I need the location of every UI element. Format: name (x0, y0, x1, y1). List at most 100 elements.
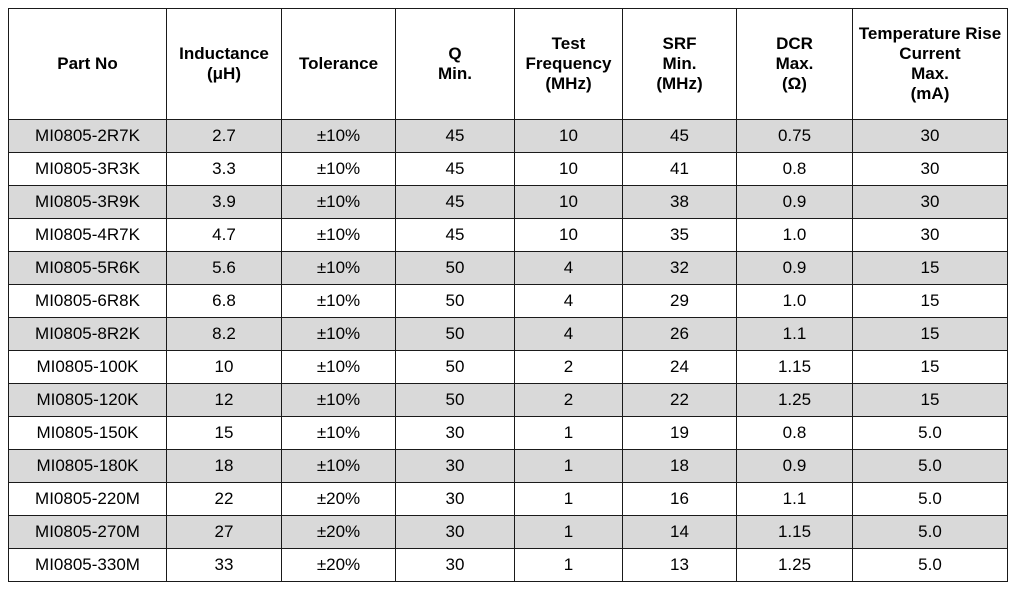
cell-q-min: 50 (395, 251, 515, 285)
cell-test-frequency: 1 (514, 515, 623, 549)
cell-tolerance: ±10% (281, 350, 396, 384)
header-text: Temperature Rise (858, 24, 1002, 43)
cell-dcr-max: 1.1 (736, 482, 853, 516)
cell-q-min: 45 (395, 218, 515, 252)
cell-tolerance: ±10% (281, 449, 396, 483)
cell-srf-min: 38 (622, 185, 737, 219)
header-text: (μH) (207, 64, 241, 83)
table-row: MI0805-2R7K 2.7 ±10% 45 10 45 0.75 30 (8, 119, 1008, 153)
header-text: (MHz) (545, 74, 592, 93)
cell-temp-rise-current: 15 (852, 350, 1008, 384)
header-part-no: Part No (8, 8, 167, 120)
cell-srf-min: 19 (622, 416, 737, 450)
header-dcr-max: DCR Max. (Ω) (736, 8, 853, 120)
cell-srf-min: 18 (622, 449, 737, 483)
cell-temp-rise-current: 30 (852, 119, 1008, 153)
cell-q-min: 45 (395, 119, 515, 153)
cell-srf-min: 32 (622, 251, 737, 285)
cell-part-no: MI0805-3R9K (8, 185, 167, 219)
table-row: MI0805-150K 15 ±10% 30 1 19 0.8 5.0 (8, 416, 1008, 450)
cell-part-no: MI0805-330M (8, 548, 167, 582)
cell-temp-rise-current: 30 (852, 185, 1008, 219)
cell-q-min: 45 (395, 185, 515, 219)
cell-inductance: 6.8 (166, 284, 282, 318)
cell-q-min: 30 (395, 482, 515, 516)
cell-test-frequency: 4 (514, 317, 623, 351)
cell-part-no: MI0805-8R2K (8, 317, 167, 351)
cell-inductance: 15 (166, 416, 282, 450)
cell-srf-min: 41 (622, 152, 737, 186)
cell-q-min: 45 (395, 152, 515, 186)
cell-test-frequency: 1 (514, 548, 623, 582)
cell-tolerance: ±10% (281, 416, 396, 450)
header-inductance: Inductance (μH) (166, 8, 282, 120)
cell-tolerance: ±20% (281, 548, 396, 582)
cell-inductance: 3.3 (166, 152, 282, 186)
cell-dcr-max: 0.75 (736, 119, 853, 153)
header-text: (MHz) (656, 74, 703, 93)
cell-dcr-max: 1.1 (736, 317, 853, 351)
cell-part-no: MI0805-150K (8, 416, 167, 450)
cell-inductance: 33 (166, 548, 282, 582)
header-q-min: Q Min. (395, 8, 515, 120)
cell-test-frequency: 4 (514, 251, 623, 285)
cell-tolerance: ±10% (281, 317, 396, 351)
cell-q-min: 50 (395, 350, 515, 384)
header-text: Max. (911, 64, 949, 83)
cell-tolerance: ±20% (281, 515, 396, 549)
cell-temp-rise-current: 5.0 (852, 416, 1008, 450)
cell-dcr-max: 0.8 (736, 152, 853, 186)
cell-temp-rise-current: 30 (852, 218, 1008, 252)
cell-temp-rise-current: 5.0 (852, 449, 1008, 483)
cell-q-min: 30 (395, 449, 515, 483)
cell-srf-min: 22 (622, 383, 737, 417)
header-text: Q (448, 44, 462, 63)
cell-temp-rise-current: 15 (852, 251, 1008, 285)
header-srf-min: SRF Min. (MHz) (622, 8, 737, 120)
cell-q-min: 50 (395, 317, 515, 351)
cell-tolerance: ±10% (281, 185, 396, 219)
cell-dcr-max: 0.9 (736, 449, 853, 483)
cell-tolerance: ±10% (281, 251, 396, 285)
cell-tolerance: ±10% (281, 284, 396, 318)
table-row: MI0805-5R6K 5.6 ±10% 50 4 32 0.9 15 (8, 251, 1008, 285)
cell-part-no: MI0805-220M (8, 482, 167, 516)
table-body: MI0805-2R7K 2.7 ±10% 45 10 45 0.75 30 MI0805-3R3… (8, 119, 1008, 582)
cell-dcr-max: 0.9 (736, 251, 853, 285)
cell-part-no: MI0805-100K (8, 350, 167, 384)
table-row: MI0805-3R9K 3.9 ±10% 45 10 38 0.9 30 (8, 185, 1008, 219)
cell-inductance: 12 (166, 383, 282, 417)
cell-inductance: 27 (166, 515, 282, 549)
header-text: SRF (662, 34, 697, 53)
table-row: MI0805-6R8K 6.8 ±10% 50 4 29 1.0 15 (8, 284, 1008, 318)
cell-temp-rise-current: 15 (852, 383, 1008, 417)
cell-part-no: MI0805-120K (8, 383, 167, 417)
cell-inductance: 5.6 (166, 251, 282, 285)
cell-test-frequency: 1 (514, 449, 623, 483)
header-test-frequency: Test Frequency (MHz) (514, 8, 623, 120)
cell-inductance: 3.9 (166, 185, 282, 219)
cell-q-min: 30 (395, 515, 515, 549)
cell-dcr-max: 0.9 (736, 185, 853, 219)
cell-part-no: MI0805-5R6K (8, 251, 167, 285)
cell-test-frequency: 10 (514, 185, 623, 219)
header-text: Min. (662, 54, 697, 73)
cell-temp-rise-current: 15 (852, 284, 1008, 318)
cell-temp-rise-current: 5.0 (852, 515, 1008, 549)
cell-test-frequency: 2 (514, 383, 623, 417)
header-text: Part No (57, 54, 118, 73)
table-row: MI0805-3R3K 3.3 ±10% 45 10 41 0.8 30 (8, 152, 1008, 186)
cell-inductance: 8.2 (166, 317, 282, 351)
cell-tolerance: ±10% (281, 218, 396, 252)
cell-srf-min: 35 (622, 218, 737, 252)
header-text: Test (551, 34, 586, 53)
cell-srf-min: 16 (622, 482, 737, 516)
cell-inductance: 10 (166, 350, 282, 384)
cell-dcr-max: 1.15 (736, 350, 853, 384)
cell-inductance: 2.7 (166, 119, 282, 153)
cell-dcr-max: 0.8 (736, 416, 853, 450)
cell-test-frequency: 1 (514, 482, 623, 516)
table-row: MI0805-8R2K 8.2 ±10% 50 4 26 1.1 15 (8, 317, 1008, 351)
cell-test-frequency: 4 (514, 284, 623, 318)
cell-inductance: 4.7 (166, 218, 282, 252)
